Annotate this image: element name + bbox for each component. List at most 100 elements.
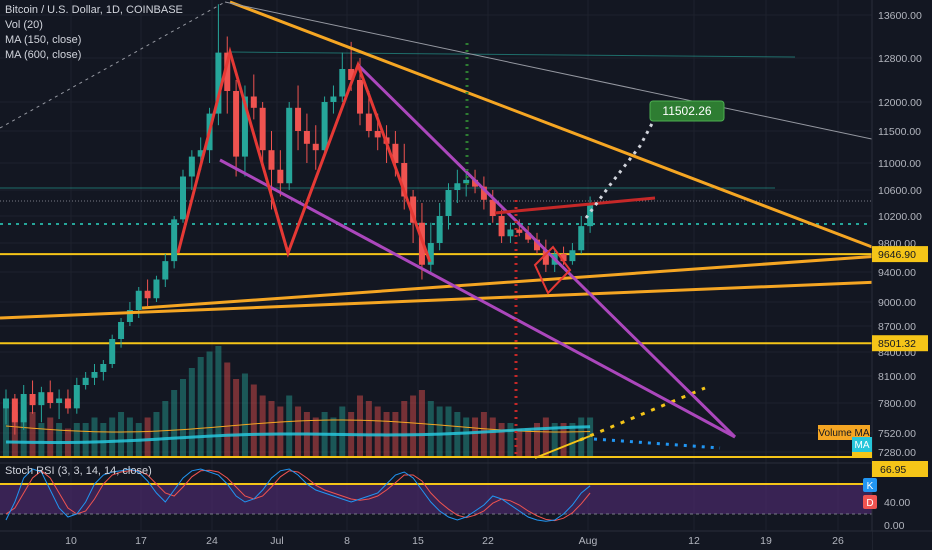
candle-body — [286, 107, 293, 184]
candle-body — [91, 372, 98, 378]
time-tick: 22 — [482, 535, 494, 547]
candle-body — [480, 186, 487, 200]
volume-bar — [241, 373, 248, 456]
candle-body — [542, 250, 549, 265]
candle-body — [38, 392, 45, 406]
volume-bar — [197, 357, 204, 456]
price-tick: 8100.00 — [878, 371, 916, 383]
time-axis: 10 17 24 Jul 8 15 22 Aug 12 19 26 — [0, 530, 932, 550]
candle-body — [489, 199, 496, 216]
indicator-volume[interactable]: Vol (20) — [5, 19, 43, 31]
time-tick: 15 — [412, 535, 424, 547]
price-label-text: 9646.90 — [878, 249, 916, 261]
volume-bar — [73, 423, 80, 456]
candle-body — [516, 229, 523, 233]
osc-tick: 40.00 — [884, 497, 910, 509]
candle-body — [171, 219, 178, 262]
time-tick: Aug — [579, 535, 598, 547]
price-tick: 7520.00 — [878, 428, 916, 440]
k-label: K — [867, 481, 874, 492]
target-label-box — [649, 100, 725, 122]
volume-bar — [100, 423, 107, 456]
volume-bar — [365, 401, 372, 456]
candle-body — [525, 232, 532, 240]
oscillator-title[interactable]: Stoch RSI (3, 3, 14, 14, close) — [5, 465, 152, 477]
diamond-pattern — [533, 245, 572, 295]
ma-label: MA — [855, 440, 870, 451]
ascending-support-upper — [141, 254, 881, 310]
volume-ma-label: Volume MA — [818, 428, 869, 439]
volume-bar — [560, 423, 567, 456]
price-tick: 10600.00 — [878, 185, 922, 197]
candle-body — [20, 394, 27, 423]
volume-bar — [268, 401, 275, 456]
volume-bar — [180, 379, 186, 456]
candle-body — [427, 243, 434, 265]
candle-body — [73, 385, 80, 409]
volume-bar — [312, 417, 319, 456]
candle-body — [56, 398, 63, 403]
candles — [3, 4, 594, 435]
price-label-text: 8501.32 — [878, 338, 916, 350]
candle-body — [463, 179, 470, 184]
candle-body — [162, 261, 169, 280]
candle-body — [321, 102, 328, 151]
candle-body — [312, 143, 319, 151]
oscillator-pane — [0, 462, 932, 522]
candle-body — [144, 290, 151, 299]
volume-bar — [295, 406, 302, 456]
candle-body — [241, 96, 248, 157]
volume-bar — [330, 417, 337, 456]
price-axis: 13600.00 12800.00 12000.00 11500.00 11000.00… — [818, 0, 932, 550]
candle-body — [560, 253, 567, 262]
volume-bar — [472, 417, 479, 456]
candle-body — [197, 150, 204, 157]
volume-bar — [401, 401, 408, 456]
chart-legend: Bitcoin / U.S. Dollar, 1D, COINBASE Vol … — [5, 3, 183, 63]
price-tick: 9000.00 — [878, 297, 916, 309]
volume-bar — [188, 368, 195, 456]
candle-body — [11, 398, 18, 423]
horizontal-lines — [0, 51, 872, 458]
candle-body — [153, 279, 160, 299]
candle-body — [126, 310, 133, 322]
candle-body — [47, 392, 54, 403]
volume-bar — [206, 351, 213, 456]
candle-body — [3, 398, 9, 409]
candle-body — [472, 179, 479, 187]
volume-bar — [427, 401, 434, 456]
candle-body — [578, 226, 585, 251]
top-line — [229, 51, 796, 58]
candle-body — [348, 69, 355, 80]
volume-bar — [463, 417, 470, 456]
volume-bar — [445, 406, 452, 456]
candle-body — [365, 113, 372, 131]
k-badge — [863, 478, 877, 492]
volume-bar — [20, 417, 27, 456]
symbol-title[interactable]: Bitcoin / U.S. Dollar, 1D, COINBASE — [5, 4, 183, 16]
time-tick: 17 — [135, 535, 147, 547]
candle-body — [392, 143, 399, 163]
outer-trendline — [224, 1, 901, 146]
candle-body — [64, 398, 71, 409]
candle-body — [277, 169, 284, 184]
candle-body — [454, 183, 461, 190]
volume-bar — [91, 417, 98, 456]
candle-body — [410, 196, 417, 223]
stoch-d-line — [5, 469, 591, 522]
double-top-pattern — [176, 46, 432, 263]
volume-trend — [534, 435, 591, 459]
price-tick: 8700.00 — [878, 321, 916, 333]
candle-body — [109, 339, 116, 364]
candle-body — [534, 239, 540, 251]
candle-body — [135, 290, 142, 310]
osc-value: 66.95 — [880, 464, 906, 476]
volume-bar — [374, 406, 381, 456]
volume-bar — [551, 423, 558, 456]
indicator-ma-150[interactable]: MA (150, close) — [5, 34, 82, 46]
volume-bar — [250, 384, 257, 456]
candle-body — [295, 107, 302, 131]
indicator-ma-600[interactable]: MA (600, close) — [5, 49, 82, 61]
